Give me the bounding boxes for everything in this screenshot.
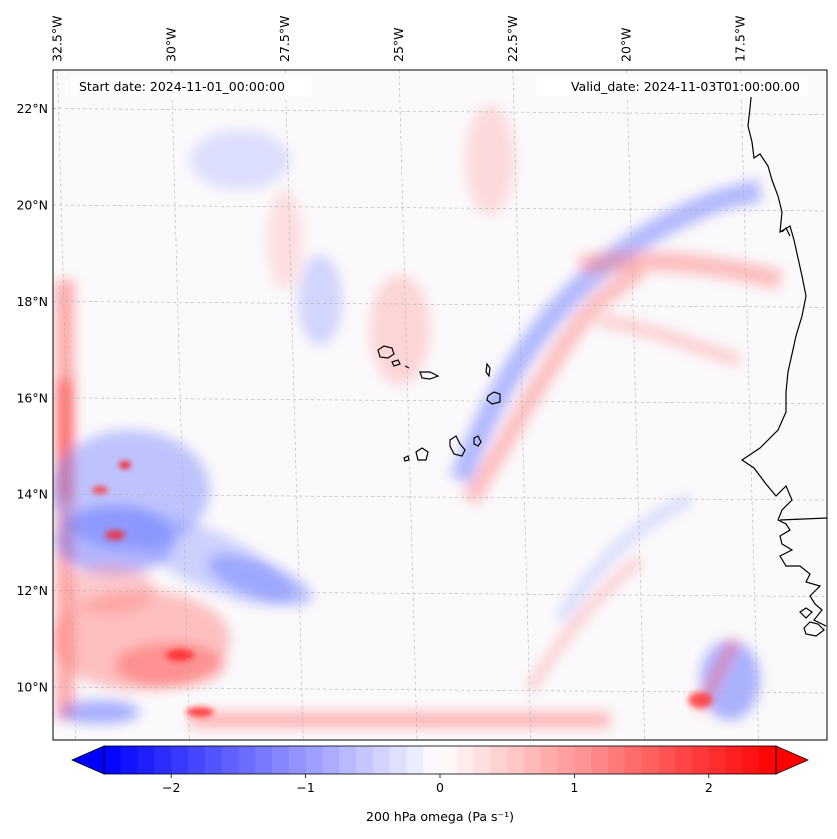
- lon-tick-label: 25°W: [391, 27, 406, 62]
- colorbar-cell: [305, 746, 323, 774]
- colorbar-extend-max: [775, 745, 809, 775]
- lat-tick-label: 22°N: [16, 101, 48, 116]
- map-frame: [52, 69, 828, 741]
- colorbar-cell: [372, 746, 390, 774]
- lat-tick-label: 16°N: [16, 390, 48, 405]
- lat-tick-label: 20°N: [16, 197, 48, 212]
- colorbar-cell: [742, 746, 760, 774]
- lon-tick-label: 27.5°W: [277, 16, 292, 62]
- lon-tick-label: 22.5°W: [505, 16, 520, 62]
- colorbar-cell: [423, 746, 441, 774]
- lat-tick-label: 18°N: [16, 294, 48, 309]
- colorbar-cell: [490, 746, 508, 774]
- colorbar-cell: [238, 746, 256, 774]
- colorbar-cell: [120, 746, 138, 774]
- colorbar-cell: [708, 746, 726, 774]
- colorbar-cell: [456, 746, 474, 774]
- longitude-tick-labels: 32.5°W 30°W 27.5°W 25°W 22.5°W 20°W 17.5°W: [50, 16, 748, 62]
- colorbar-cell: [641, 746, 659, 774]
- colorbar-label: 200 hPa omega (Pa s⁻¹): [366, 809, 514, 824]
- colorbar-tick-label: −2: [162, 780, 180, 795]
- colorbar: −2 −1 0 1 2 200 hPa omega (Pa s⁻¹): [71, 745, 809, 824]
- colorbar-cell: [272, 746, 290, 774]
- colorbar-cell: [322, 746, 340, 774]
- colorbar-cell: [524, 746, 542, 774]
- start-date-label: Start date: 2024-11-01_00:00:00: [79, 79, 285, 94]
- lat-tick-label: 12°N: [16, 583, 48, 598]
- colorbar-cell: [692, 746, 710, 774]
- gridlines: [53, 70, 827, 740]
- colorbar-cell: [339, 746, 357, 774]
- colorbar-cell: [591, 746, 609, 774]
- colorbar-cell: [204, 746, 222, 774]
- colorbar-cell: [440, 746, 458, 774]
- colorbar-cells: [104, 746, 777, 774]
- lon-gridline: [512, 70, 532, 740]
- start-date-box: [71, 76, 311, 97]
- latitude-tick-labels: 22°N 20°N 18°N 16°N 14°N 12°N 10°N: [16, 101, 48, 694]
- colorbar-cell: [188, 746, 206, 774]
- colorbar-cell: [759, 746, 777, 774]
- colorbar-cell: [675, 746, 693, 774]
- colorbar-cell: [473, 746, 491, 774]
- colorbar-cell: [104, 746, 122, 774]
- colorbar-cell: [171, 746, 189, 774]
- valid-date-box: [536, 76, 808, 97]
- colorbar-cell: [725, 746, 743, 774]
- colorbar-tick-label: 0: [436, 780, 444, 795]
- colorbar-cell: [406, 746, 424, 774]
- omega-field-map[interactable]: [50, 70, 827, 740]
- colorbar-cell: [154, 746, 172, 774]
- lat-tick-label: 14°N: [16, 487, 48, 502]
- colorbar-cell: [221, 746, 239, 774]
- colorbar-extend-min: [71, 745, 105, 775]
- lon-tick-label: 17.5°W: [732, 16, 747, 62]
- coastline: [740, 87, 827, 637]
- colorbar-cell: [507, 746, 525, 774]
- colorbar-cell: [624, 746, 642, 774]
- colorbar-cell: [574, 746, 592, 774]
- colorbar-ticks: −2 −1 0 1 2: [162, 774, 713, 795]
- colorbar-cell: [658, 746, 676, 774]
- lon-gridline: [57, 70, 76, 740]
- lat-tick-label: 10°N: [16, 679, 48, 694]
- colorbar-tick-label: −1: [296, 780, 314, 795]
- colorbar-cell: [255, 746, 273, 774]
- cape-verde-islands: [377, 345, 501, 462]
- colorbar-tick-label: 2: [705, 780, 713, 795]
- lon-tick-label: 32.5°W: [50, 16, 65, 62]
- colorbar-cell: [389, 746, 407, 774]
- lon-gridline: [626, 70, 645, 740]
- colorbar-cell: [540, 746, 558, 774]
- colorbar-cell: [137, 746, 155, 774]
- colorbar-cell: [288, 746, 306, 774]
- lon-tick-label: 20°W: [619, 27, 634, 62]
- lon-gridline: [740, 70, 759, 740]
- colorbar-cell: [557, 746, 575, 774]
- colorbar-tick-label: 1: [570, 780, 578, 795]
- lon-gridline: [171, 70, 190, 740]
- lon-gridline: [284, 70, 304, 740]
- colorbar-cell: [608, 746, 626, 774]
- valid-date-label: Valid_date: 2024-11-03T01:00:00.00: [571, 79, 800, 94]
- lon-tick-label: 30°W: [163, 27, 178, 62]
- lon-gridline: [398, 70, 418, 740]
- colorbar-cell: [356, 746, 374, 774]
